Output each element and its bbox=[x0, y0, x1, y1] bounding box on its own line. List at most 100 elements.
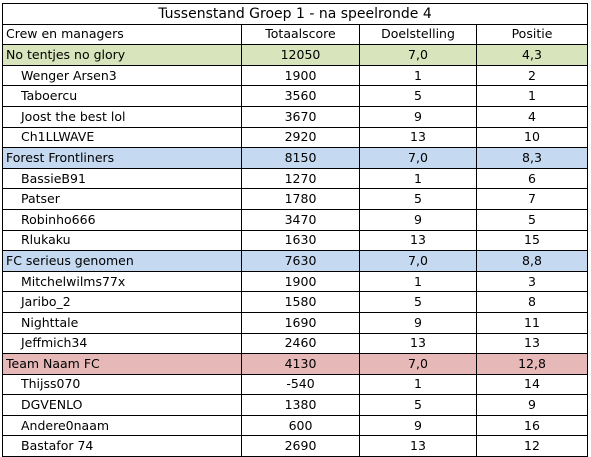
player-row: Thijss070 -540 1 14 bbox=[2, 373, 588, 396]
player-target: 5 bbox=[359, 188, 477, 210]
team-name: Forest Frontliners bbox=[2, 147, 242, 169]
player-target: 5 bbox=[359, 85, 477, 107]
player-name: Andere0naam bbox=[2, 414, 242, 437]
header-crew: Crew en managers bbox=[2, 23, 242, 46]
player-row: Joost the best lol 3670 9 4 bbox=[2, 105, 588, 128]
player-position: 13 bbox=[476, 332, 588, 355]
player-row: Nighttale 1690 9 11 bbox=[2, 311, 588, 334]
player-position: 3 bbox=[476, 270, 588, 293]
player-row: Mitchelwilms77x 1900 1 3 bbox=[2, 270, 588, 293]
player-target: 5 bbox=[359, 394, 477, 416]
player-name: Jeffmich34 bbox=[2, 332, 242, 355]
player-target: 13 bbox=[359, 229, 477, 252]
player-position: 1 bbox=[476, 85, 588, 107]
player-target: 1 bbox=[359, 270, 477, 293]
header-doelstelling: Doelstelling bbox=[359, 23, 477, 46]
team-score: 7630 bbox=[241, 250, 360, 272]
player-row: Andere0naam 600 9 16 bbox=[2, 414, 588, 437]
team-target: 7,0 bbox=[359, 44, 477, 66]
team-score: 4130 bbox=[241, 353, 360, 375]
player-position: 12 bbox=[476, 435, 588, 457]
player-score: 1270 bbox=[241, 167, 360, 190]
player-target: 1 bbox=[359, 64, 477, 87]
player-score: 3470 bbox=[241, 208, 360, 231]
player-position: 7 bbox=[476, 188, 588, 210]
player-name: Jaribo_2 bbox=[2, 291, 242, 313]
player-target: 13 bbox=[359, 435, 477, 457]
team-position: 12,8 bbox=[476, 353, 588, 375]
team-row: Forest Frontliners 8150 7,0 8,3 bbox=[2, 147, 588, 169]
player-score: 1380 bbox=[241, 394, 360, 416]
player-score: 1580 bbox=[241, 291, 360, 313]
player-name: Nighttale bbox=[2, 311, 242, 334]
player-row: Jaribo_2 1580 5 8 bbox=[2, 291, 588, 313]
table-title: Tussenstand Groep 1 - na speelronde 4 bbox=[2, 3, 588, 25]
standings-table: Tussenstand Groep 1 - na speelronde 4 Cr… bbox=[2, 3, 588, 457]
player-name: DGVENLO bbox=[2, 394, 242, 416]
team-position: 4,3 bbox=[476, 44, 588, 66]
player-name: Patser bbox=[2, 188, 242, 210]
player-score: 1900 bbox=[241, 270, 360, 293]
player-name: Joost the best lol bbox=[2, 105, 242, 128]
player-name: BassieB91 bbox=[2, 167, 242, 190]
team-position: 8,3 bbox=[476, 147, 588, 169]
player-position: 6 bbox=[476, 167, 588, 190]
team-name: No tentjes no glory bbox=[2, 44, 242, 66]
header-totaalscore: Totaalscore bbox=[241, 23, 360, 46]
player-target: 9 bbox=[359, 105, 477, 128]
player-target: 5 bbox=[359, 291, 477, 313]
player-row: Bastafor 74 2690 13 12 bbox=[2, 435, 588, 457]
player-name: Bastafor 74 bbox=[2, 435, 242, 457]
player-score: 3670 bbox=[241, 105, 360, 128]
team-row: Team Naam FC 4130 7,0 12,8 bbox=[2, 353, 588, 375]
header-row: Crew en managers Totaalscore Doelstellin… bbox=[2, 23, 588, 46]
player-name: Robinho666 bbox=[2, 208, 242, 231]
team-target: 7,0 bbox=[359, 250, 477, 272]
player-target: 1 bbox=[359, 373, 477, 396]
player-position: 5 bbox=[476, 208, 588, 231]
player-row: Rlukaku 1630 13 15 bbox=[2, 229, 588, 252]
title-row: Tussenstand Groep 1 - na speelronde 4 bbox=[2, 3, 588, 25]
player-target: 13 bbox=[359, 332, 477, 355]
player-score: 2690 bbox=[241, 435, 360, 457]
team-target: 7,0 bbox=[359, 353, 477, 375]
team-score: 12050 bbox=[241, 44, 360, 66]
player-target: 13 bbox=[359, 126, 477, 149]
player-position: 10 bbox=[476, 126, 588, 149]
player-name: Taboercu bbox=[2, 85, 242, 107]
player-row: DGVENLO 1380 5 9 bbox=[2, 394, 588, 416]
player-position: 11 bbox=[476, 311, 588, 334]
player-position: 16 bbox=[476, 414, 588, 437]
team-name: Team Naam FC bbox=[2, 353, 242, 375]
player-row: Patser 1780 5 7 bbox=[2, 188, 588, 210]
player-name: Ch1LLWAVE bbox=[2, 126, 242, 149]
header-positie: Positie bbox=[476, 23, 588, 46]
player-row: Ch1LLWAVE 2920 13 10 bbox=[2, 126, 588, 149]
player-score: 3560 bbox=[241, 85, 360, 107]
player-row: Taboercu 3560 5 1 bbox=[2, 85, 588, 107]
player-target: 9 bbox=[359, 311, 477, 334]
team-row: FC serieus genomen 7630 7,0 8,8 bbox=[2, 250, 588, 272]
player-target: 9 bbox=[359, 414, 477, 437]
player-score: 1900 bbox=[241, 64, 360, 87]
player-score: 600 bbox=[241, 414, 360, 437]
player-name: Thijss070 bbox=[2, 373, 242, 396]
player-position: 2 bbox=[476, 64, 588, 87]
player-position: 4 bbox=[476, 105, 588, 128]
player-row: Wenger Arsen3 1900 1 2 bbox=[2, 64, 588, 87]
player-target: 9 bbox=[359, 208, 477, 231]
player-row: Jeffmich34 2460 13 13 bbox=[2, 332, 588, 355]
player-score: 1690 bbox=[241, 311, 360, 334]
player-name: Rlukaku bbox=[2, 229, 242, 252]
player-score: 2460 bbox=[241, 332, 360, 355]
player-position: 14 bbox=[476, 373, 588, 396]
team-score: 8150 bbox=[241, 147, 360, 169]
team-position: 8,8 bbox=[476, 250, 588, 272]
player-row: Robinho666 3470 9 5 bbox=[2, 208, 588, 231]
player-position: 15 bbox=[476, 229, 588, 252]
player-row: BassieB91 1270 1 6 bbox=[2, 167, 588, 190]
player-name: Mitchelwilms77x bbox=[2, 270, 242, 293]
player-position: 8 bbox=[476, 291, 588, 313]
team-target: 7,0 bbox=[359, 147, 477, 169]
player-score: 2920 bbox=[241, 126, 360, 149]
